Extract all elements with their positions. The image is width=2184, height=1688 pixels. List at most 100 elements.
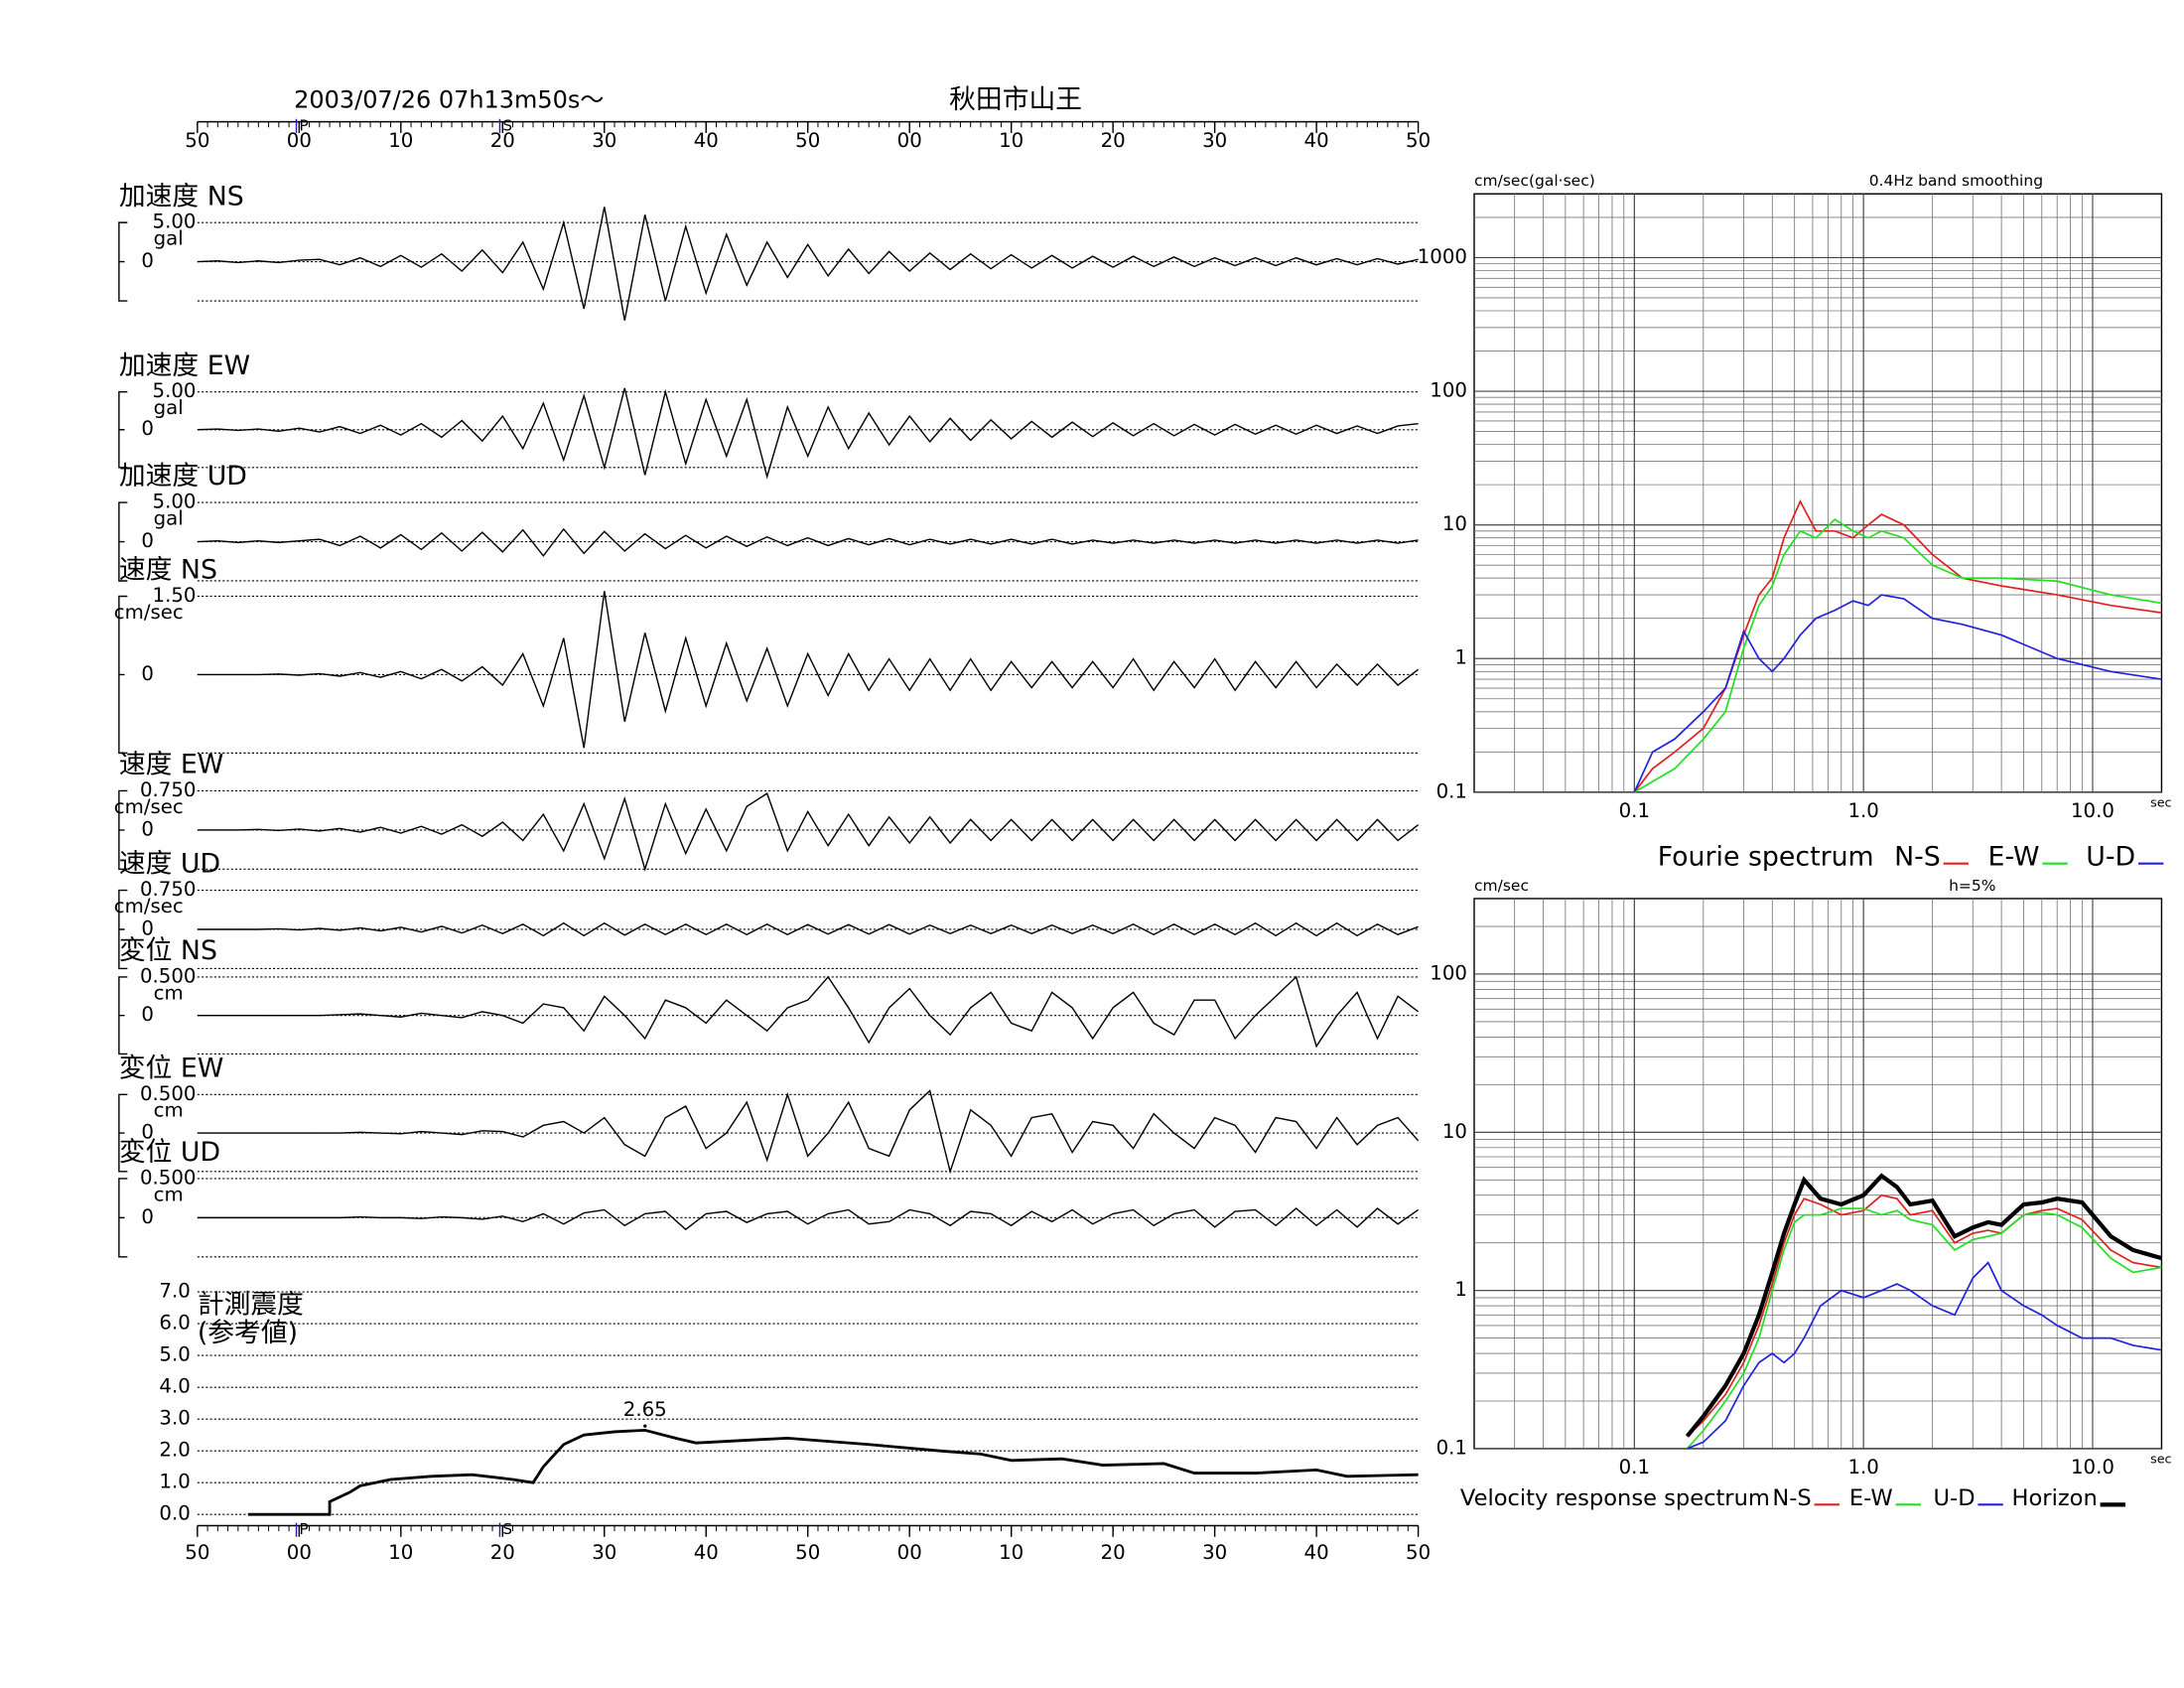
legend-label: N-S (1894, 842, 1941, 873)
y-tick-label: 0.500 (140, 1166, 196, 1189)
trace-bracket (118, 390, 128, 469)
y-tick-label: 0.1 (1436, 779, 1467, 802)
x-tick-label: 1.0 (1847, 1456, 1878, 1478)
spectrum-line (1633, 498, 2162, 793)
legend-label: E-W (1849, 1485, 1893, 1511)
legend-label: E-W (1988, 842, 2040, 873)
x-tick-label: 0.1 (1619, 1456, 1650, 1478)
x-tick-label: 40 (1304, 1541, 1329, 1564)
y-tick-label: 0 (141, 1205, 154, 1228)
y-tick-label: 0 (141, 662, 154, 685)
waveform (197, 975, 1420, 1049)
phase-label: P (299, 116, 308, 134)
spectrum-line (1686, 1207, 2162, 1450)
unit-label: cm/sec (114, 895, 184, 917)
phase-label: P (299, 1520, 308, 1538)
y-tick-label: 0.500 (140, 1082, 196, 1105)
intensity-title: 計測震度 (198, 1290, 304, 1321)
legend-label: U-D (1934, 1485, 1976, 1511)
unit-label: gal (154, 396, 184, 419)
unit-label: cm/sec (114, 601, 184, 624)
trace-label: 加速度 NS (119, 181, 244, 211)
y-tick-label: 0 (141, 417, 154, 440)
x-tick-label: 10 (388, 1541, 413, 1564)
waveform (197, 527, 1419, 557)
y-unit: cm/sec (1474, 877, 1529, 895)
y-tick-label: 0.750 (140, 878, 196, 901)
y-tick-label: 0.750 (140, 778, 196, 801)
station-name: 秋田市山王 (949, 84, 1082, 115)
x-tick-label: 20 (490, 129, 515, 152)
y-tick-label: 0 (141, 1003, 154, 1026)
y-tick-label: 0.1 (1436, 1436, 1467, 1459)
y-tick-label: 3.0 (159, 1407, 190, 1430)
trace-label: 加速度 UD (119, 461, 247, 492)
y-tick-label: 5.0 (159, 1343, 190, 1366)
peak-label: 2.65 (623, 1398, 667, 1421)
legend-title: Velocity response spectrum (1460, 1485, 1770, 1511)
y-tick-label: 0.0 (159, 1502, 190, 1525)
y-unit: cm/sec(gal·sec) (1474, 172, 1595, 190)
x-unit: sec (2150, 1452, 2171, 1467)
x-tick-label: 10 (388, 129, 413, 152)
unit-label: cm (154, 981, 184, 1004)
y-tick-label: 0 (141, 916, 154, 939)
trace-bracket (118, 1093, 128, 1173)
spectrum-line (1633, 594, 2162, 793)
legend-label: U-D (2086, 842, 2135, 873)
plot-frame (1473, 193, 2163, 793)
trace-bracket (118, 595, 128, 755)
waveform (197, 1206, 1419, 1231)
note: h=5% (1949, 877, 1995, 895)
y-tick-label: 0 (141, 817, 154, 840)
x-tick-label: 30 (592, 129, 616, 152)
phase-label: S (502, 1520, 512, 1538)
y-tick-label: 0 (141, 1121, 154, 1144)
x-tick-label: 50 (185, 129, 209, 152)
spectrum-line (1633, 518, 2162, 793)
x-tick-label: 00 (897, 1541, 922, 1564)
trace-label: 速度 NS (119, 555, 217, 586)
unit-label: gal (154, 506, 184, 529)
trace-bracket (118, 976, 128, 1055)
y-tick-label: 1 (1454, 1278, 1467, 1301)
x-tick-label: 10 (999, 1541, 1024, 1564)
trace-bracket (118, 889, 128, 970)
y-tick-label: 1.0 (159, 1471, 190, 1493)
x-tick-label: 30 (592, 1541, 616, 1564)
peak-marker (643, 1424, 647, 1428)
y-tick-label: 4.0 (159, 1375, 190, 1398)
y-tick-label: 2.0 (159, 1439, 190, 1462)
x-tick-label: 10.0 (2071, 1456, 2115, 1478)
x-tick-label: 30 (1202, 129, 1227, 152)
waveform (197, 207, 1419, 321)
x-tick-label: 0.1 (1619, 799, 1650, 822)
x-tick-label: 50 (795, 1541, 820, 1564)
unit-label: cm/sec (114, 795, 184, 818)
legend-label: Horizon (2012, 1485, 2098, 1511)
spectrum-line (1685, 1173, 2163, 1438)
x-tick-label: 40 (694, 129, 719, 152)
trace-label: 速度 EW (119, 750, 223, 780)
y-tick-label: 1 (1454, 646, 1467, 669)
y-tick-label: 0.500 (140, 964, 196, 987)
note: 0.4Hz band smoothing (1869, 172, 2043, 190)
legend-label: N-S (1772, 1485, 1811, 1511)
waveform (197, 792, 1420, 872)
phase-label: S (502, 116, 512, 134)
trace-bracket (118, 221, 128, 302)
x-tick-label: 50 (1406, 129, 1431, 152)
x-tick-label: 50 (1406, 1541, 1431, 1564)
y-tick-label: 10 (1442, 512, 1467, 535)
y-tick-label: 0 (141, 249, 154, 272)
x-tick-label: 20 (490, 1541, 515, 1564)
y-tick-label: 1000 (1418, 245, 1467, 268)
unit-label: cm (154, 1183, 184, 1205)
trace-label: 加速度 EW (119, 351, 250, 381)
intensity-subtitle: (参考値) (198, 1318, 298, 1348)
waveform (197, 1089, 1420, 1175)
y-tick-label: 100 (1430, 379, 1467, 402)
x-tick-label: 10.0 (2071, 799, 2115, 822)
trace-bracket (118, 789, 128, 871)
